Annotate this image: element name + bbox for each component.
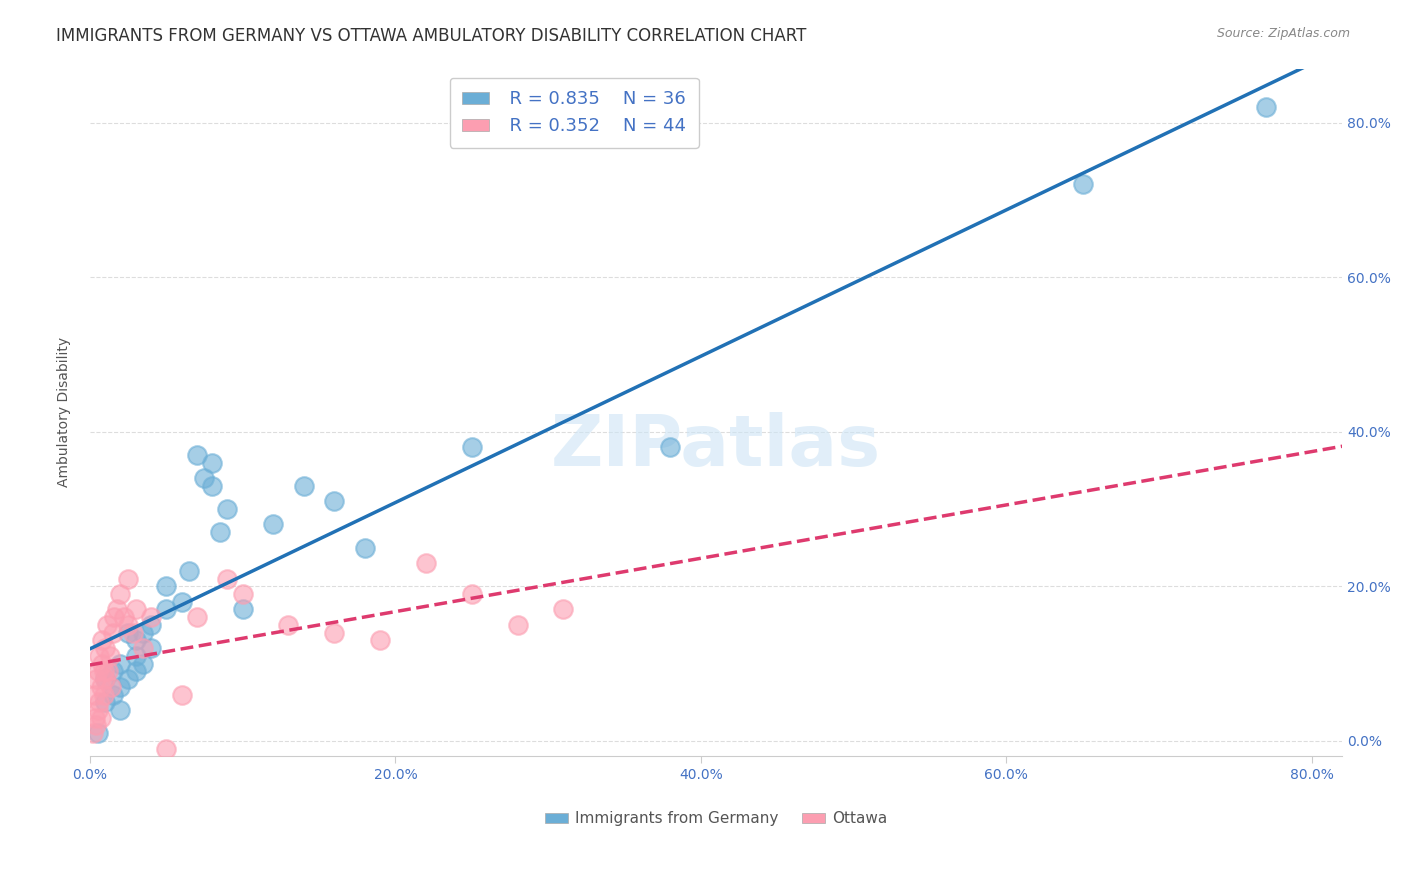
Point	[98, 648, 121, 663]
Point	[139, 641, 162, 656]
Legend: Immigrants from Germany, Ottawa: Immigrants from Germany, Ottawa	[538, 805, 894, 832]
Point	[117, 625, 139, 640]
Point	[132, 657, 155, 671]
Point	[91, 657, 114, 671]
Point	[117, 618, 139, 632]
Point	[553, 602, 575, 616]
Point	[461, 587, 484, 601]
Point	[84, 718, 107, 732]
Point	[201, 479, 224, 493]
Point	[83, 688, 105, 702]
Point	[659, 440, 682, 454]
Point	[86, 665, 108, 679]
Point	[506, 618, 529, 632]
Text: IMMIGRANTS FROM GERMANY VS OTTAWA AMBULATORY DISABILITY CORRELATION CHART: IMMIGRANTS FROM GERMANY VS OTTAWA AMBULA…	[56, 27, 807, 45]
Point	[103, 610, 125, 624]
Point	[353, 541, 375, 555]
Point	[139, 618, 162, 632]
Point	[170, 688, 193, 702]
Point	[132, 641, 155, 656]
Point	[94, 672, 117, 686]
Point	[110, 680, 132, 694]
Point	[91, 633, 114, 648]
Point	[83, 711, 105, 725]
Point	[117, 572, 139, 586]
Point	[101, 665, 124, 679]
Point	[93, 688, 115, 702]
Point	[97, 665, 120, 679]
Point	[110, 587, 132, 601]
Point	[461, 440, 484, 454]
Point	[125, 633, 148, 648]
Point	[323, 625, 346, 640]
Point	[110, 657, 132, 671]
Point	[415, 556, 437, 570]
Point	[86, 703, 108, 717]
Point	[186, 448, 208, 462]
Point	[87, 648, 110, 663]
Point	[323, 494, 346, 508]
Point	[110, 703, 132, 717]
Point	[217, 502, 239, 516]
Point	[201, 456, 224, 470]
Point	[368, 633, 391, 648]
Point	[186, 610, 208, 624]
Point	[100, 680, 122, 694]
Point	[155, 579, 177, 593]
Point	[193, 471, 215, 485]
Point	[87, 695, 110, 709]
Point	[84, 672, 107, 686]
Point	[155, 602, 177, 616]
Point	[94, 695, 117, 709]
Point	[96, 618, 118, 632]
Point	[262, 517, 284, 532]
Point	[94, 641, 117, 656]
Point	[277, 618, 299, 632]
Point	[86, 726, 108, 740]
Point	[155, 741, 177, 756]
Point	[125, 648, 148, 663]
Point	[1071, 178, 1094, 192]
Point	[101, 625, 124, 640]
Point	[179, 564, 201, 578]
Point	[93, 665, 115, 679]
Text: ZIPatlas: ZIPatlas	[551, 412, 882, 482]
Text: Source: ZipAtlas.com: Source: ZipAtlas.com	[1216, 27, 1350, 40]
Point	[90, 680, 112, 694]
Point	[170, 595, 193, 609]
Point	[1254, 100, 1277, 114]
Point	[292, 479, 315, 493]
Point	[90, 711, 112, 725]
Point	[112, 610, 135, 624]
Point	[94, 672, 117, 686]
Point	[232, 587, 254, 601]
Y-axis label: Ambulatory Disability: Ambulatory Disability	[58, 337, 72, 488]
Point	[208, 525, 231, 540]
Point	[125, 665, 148, 679]
Point	[121, 625, 143, 640]
Point	[232, 602, 254, 616]
Point	[125, 602, 148, 616]
Point	[139, 610, 162, 624]
Point	[101, 688, 124, 702]
Point	[217, 572, 239, 586]
Point	[132, 625, 155, 640]
Point	[82, 726, 104, 740]
Point	[117, 672, 139, 686]
Point	[107, 602, 129, 616]
